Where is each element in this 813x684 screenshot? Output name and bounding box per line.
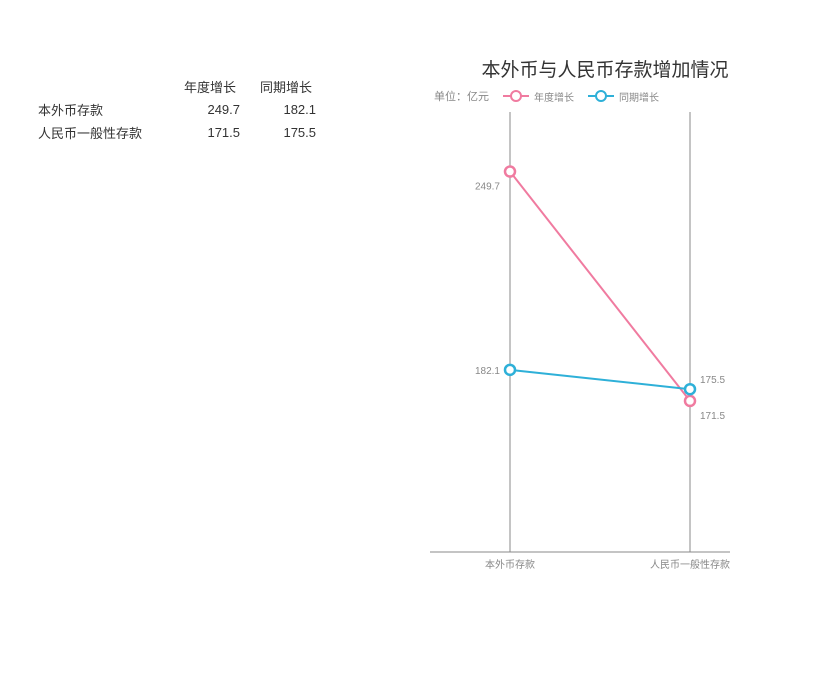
- row-label: 本外币存款: [30, 98, 172, 121]
- svg-text:本外币存款: 本外币存款: [485, 558, 535, 571]
- cell: 182.1: [248, 98, 324, 121]
- col-header-1: 年度增长: [172, 75, 248, 98]
- legend-swatch-annual: [503, 95, 529, 97]
- table-row: 本外币存款 249.7 182.1: [30, 98, 324, 121]
- legend-swatch-sameperiod: [588, 95, 614, 97]
- cell: 175.5: [248, 121, 324, 144]
- svg-text:175.5: 175.5: [700, 375, 725, 386]
- legend-label: 同期增长: [619, 89, 659, 104]
- col-header-2: 同期增长: [248, 75, 324, 98]
- legend-label: 年度增长: [534, 89, 574, 104]
- legend-item-annual: 年度增长: [503, 89, 574, 104]
- deposit-growth-chart: 本外币与人民币存款增加情况 单位：亿元 年度增长 同期增长 249.7 171.5…: [430, 55, 780, 582]
- svg-text:人民币一般性存款: 人民币一般性存款: [650, 558, 730, 571]
- cell: 249.7: [172, 98, 248, 121]
- table-row: 人民币一般性存款 171.5 175.5: [30, 121, 324, 144]
- legend-item-sameperiod: 同期增长: [588, 89, 659, 104]
- chart-canvas: 249.7 171.5 182.1 175.5 本外币存款 人民币一般性存款: [430, 112, 730, 582]
- table-header-row: 年度增长 同期增长: [30, 75, 324, 98]
- chart-unit-label: 单位：亿元: [434, 88, 489, 104]
- row-label: 人民币一般性存款: [30, 121, 172, 144]
- cell: 171.5: [172, 121, 248, 144]
- svg-text:171.5: 171.5: [700, 411, 725, 422]
- svg-text:249.7: 249.7: [475, 182, 500, 193]
- chart-title: 本外币与人民币存款增加情况: [430, 55, 780, 82]
- data-table: 年度增长 同期增长 本外币存款 249.7 182.1 人民币一般性存款 171…: [30, 75, 324, 144]
- svg-text:182.1: 182.1: [475, 366, 500, 377]
